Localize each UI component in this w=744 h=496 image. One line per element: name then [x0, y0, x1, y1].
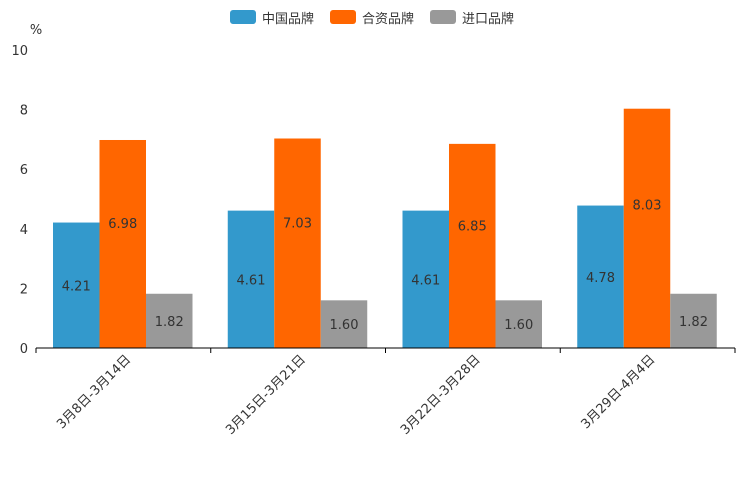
- bar: [274, 138, 321, 348]
- bar: [320, 300, 368, 348]
- y-tick-label: 4: [20, 223, 28, 238]
- x-tick-label: 3月29日-4月4日: [579, 352, 659, 432]
- data-label: 1.60: [504, 318, 533, 333]
- legend-swatch-china-brand: [229, 10, 256, 24]
- x-tick-label: 3月22日-3月28日: [398, 352, 484, 438]
- bar: [495, 300, 542, 348]
- data-label: 4.78: [586, 271, 615, 286]
- bar: [99, 139, 146, 348]
- legend-swatch-joint-venture-brand: [329, 10, 356, 24]
- y-tick-label: 6: [20, 163, 28, 178]
- data-label: 1.60: [330, 318, 359, 333]
- x-tick-label: 3月15日-3月21日: [223, 352, 309, 438]
- bar: [146, 293, 193, 348]
- data-label: 4.61: [411, 273, 440, 288]
- data-label: 4.21: [62, 279, 91, 294]
- data-label: 8.03: [633, 198, 662, 213]
- legend-swatch-import-brand: [430, 10, 456, 24]
- legend-label-import-brand: 进口品牌: [462, 11, 515, 27]
- data-label: 4.61: [237, 273, 266, 288]
- bar: [402, 210, 449, 348]
- y-axis-unit-label: %: [30, 23, 42, 38]
- bar: [623, 108, 671, 349]
- legend-item-china-brand[interactable]: 中国品牌: [229, 8, 314, 27]
- chart-legend: 中国品牌 合资品牌 进口品牌: [0, 6, 744, 28]
- bar: [577, 205, 624, 348]
- bar: [670, 293, 717, 348]
- data-label: 6.98: [108, 217, 137, 232]
- data-label: 6.85: [458, 220, 487, 235]
- legend-item-joint-venture-brand[interactable]: 合资品牌: [329, 8, 414, 27]
- y-tick-label: 2: [20, 282, 28, 297]
- y-tick-label: 10: [11, 44, 28, 59]
- legend-label-china-brand: 中国品牌: [261, 11, 314, 27]
- data-label: 1.82: [679, 315, 708, 330]
- x-tick-label: 3月8日-3月14日: [54, 352, 134, 432]
- y-tick-label: 0: [20, 342, 28, 357]
- legend-label-joint-venture-brand: 合资品牌: [361, 11, 414, 27]
- legend-item-import-brand[interactable]: 进口品牌: [430, 8, 514, 27]
- data-label: 7.03: [283, 216, 312, 231]
- y-tick-label: 8: [20, 104, 28, 119]
- bar: [53, 222, 100, 348]
- bar: [449, 143, 496, 348]
- data-label: 1.82: [155, 315, 184, 330]
- bar: [227, 210, 275, 348]
